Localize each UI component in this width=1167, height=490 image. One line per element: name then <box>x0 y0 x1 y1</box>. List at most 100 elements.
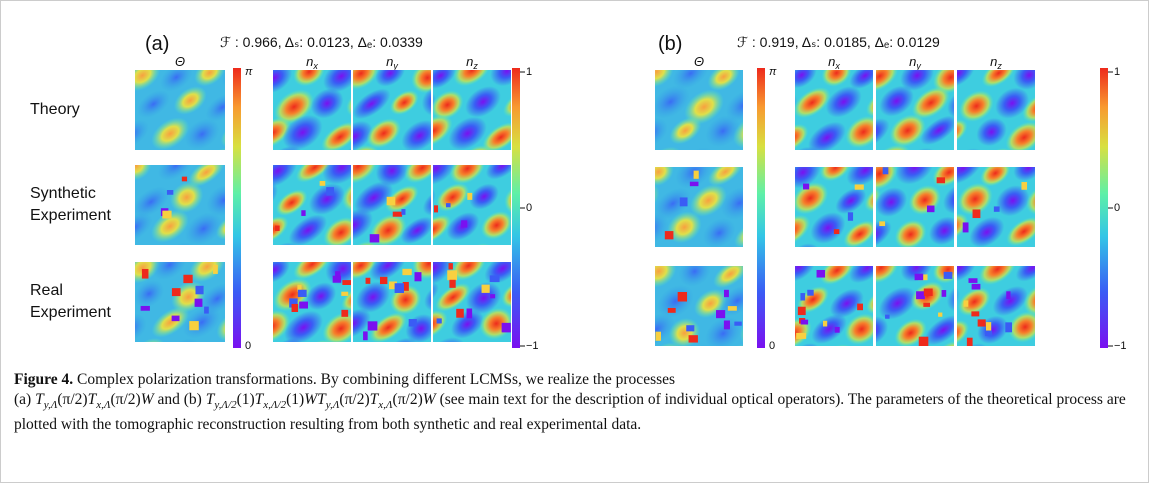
column-header: Θ <box>175 54 185 69</box>
blob <box>222 145 268 188</box>
header-sub: z <box>996 61 1002 71</box>
noise <box>291 303 299 312</box>
blob <box>224 248 264 286</box>
blob <box>530 241 570 279</box>
blob <box>911 86 950 119</box>
colorbar-label: 1 <box>1114 66 1120 78</box>
blob <box>375 165 409 187</box>
noise <box>816 269 826 278</box>
blob <box>795 266 816 282</box>
blob <box>602 147 654 196</box>
noise <box>885 314 890 319</box>
noise <box>447 270 458 281</box>
caption-i: T <box>35 391 44 408</box>
blob <box>795 167 821 189</box>
blob <box>170 181 204 213</box>
noise <box>723 320 730 330</box>
blob <box>135 70 161 92</box>
noise <box>688 335 698 343</box>
blob <box>293 70 326 87</box>
noise <box>408 319 417 327</box>
noise <box>394 283 405 293</box>
blob <box>385 185 419 213</box>
blob <box>182 305 221 339</box>
noise <box>664 231 674 240</box>
noise <box>923 288 933 296</box>
heatmap <box>795 167 873 247</box>
row-label: Experiment <box>30 207 111 224</box>
column-header: nz <box>990 54 1002 71</box>
blob <box>1013 167 1035 182</box>
blob <box>900 70 935 91</box>
blob <box>135 119 150 149</box>
blob <box>592 124 634 162</box>
blob <box>894 318 927 346</box>
noise <box>972 209 981 219</box>
blob <box>546 305 590 348</box>
noise <box>943 271 953 279</box>
noise <box>140 305 150 311</box>
caption-sub: x,Λ <box>96 399 111 412</box>
blob <box>322 312 351 342</box>
blob <box>353 308 371 339</box>
blob <box>1023 283 1035 316</box>
noise <box>183 274 193 284</box>
colorbar-label: −1 <box>1114 340 1127 352</box>
blob <box>421 85 431 117</box>
blob <box>135 313 147 342</box>
blob <box>742 237 794 286</box>
blob <box>469 183 499 210</box>
heatmap <box>957 266 1035 346</box>
noise <box>686 325 695 332</box>
blob <box>932 70 954 94</box>
blob <box>513 301 560 345</box>
noise <box>289 298 298 308</box>
blob <box>725 89 743 122</box>
blob <box>655 70 674 88</box>
blob <box>1015 266 1035 282</box>
blob <box>879 85 914 117</box>
blob <box>353 70 380 90</box>
noise <box>724 289 729 298</box>
colorbar-label: 1 <box>526 66 532 78</box>
caption-t: (π/2) <box>339 391 370 408</box>
noise <box>822 320 828 327</box>
blob <box>889 114 926 147</box>
blob <box>876 316 889 346</box>
noise <box>392 211 403 217</box>
blob <box>992 285 1028 317</box>
blob <box>353 120 373 150</box>
blob <box>205 93 225 122</box>
blob <box>104 23 149 66</box>
blob <box>151 210 189 243</box>
blob <box>525 173 574 218</box>
blob <box>1013 70 1035 90</box>
blob <box>310 88 344 119</box>
blob <box>433 310 448 339</box>
blob <box>435 183 470 212</box>
blob <box>323 217 351 245</box>
blob <box>323 70 351 93</box>
blob <box>958 287 991 316</box>
caption-i: T <box>254 391 264 408</box>
header-base: Θ <box>175 54 185 69</box>
blob <box>702 218 736 247</box>
blob <box>400 216 431 244</box>
blob <box>795 87 831 119</box>
blob <box>366 118 401 149</box>
blob <box>369 312 407 342</box>
blob <box>404 165 431 183</box>
noise <box>162 210 172 219</box>
noise <box>962 222 969 233</box>
noise <box>803 183 810 190</box>
noise <box>467 192 473 200</box>
header-sub: y <box>392 61 398 71</box>
noise <box>971 311 980 317</box>
blob <box>322 165 351 185</box>
blob <box>876 266 899 284</box>
blob <box>273 165 297 188</box>
blob <box>173 86 207 115</box>
blob <box>273 309 291 342</box>
noise <box>834 326 840 333</box>
heatmap <box>273 165 351 245</box>
